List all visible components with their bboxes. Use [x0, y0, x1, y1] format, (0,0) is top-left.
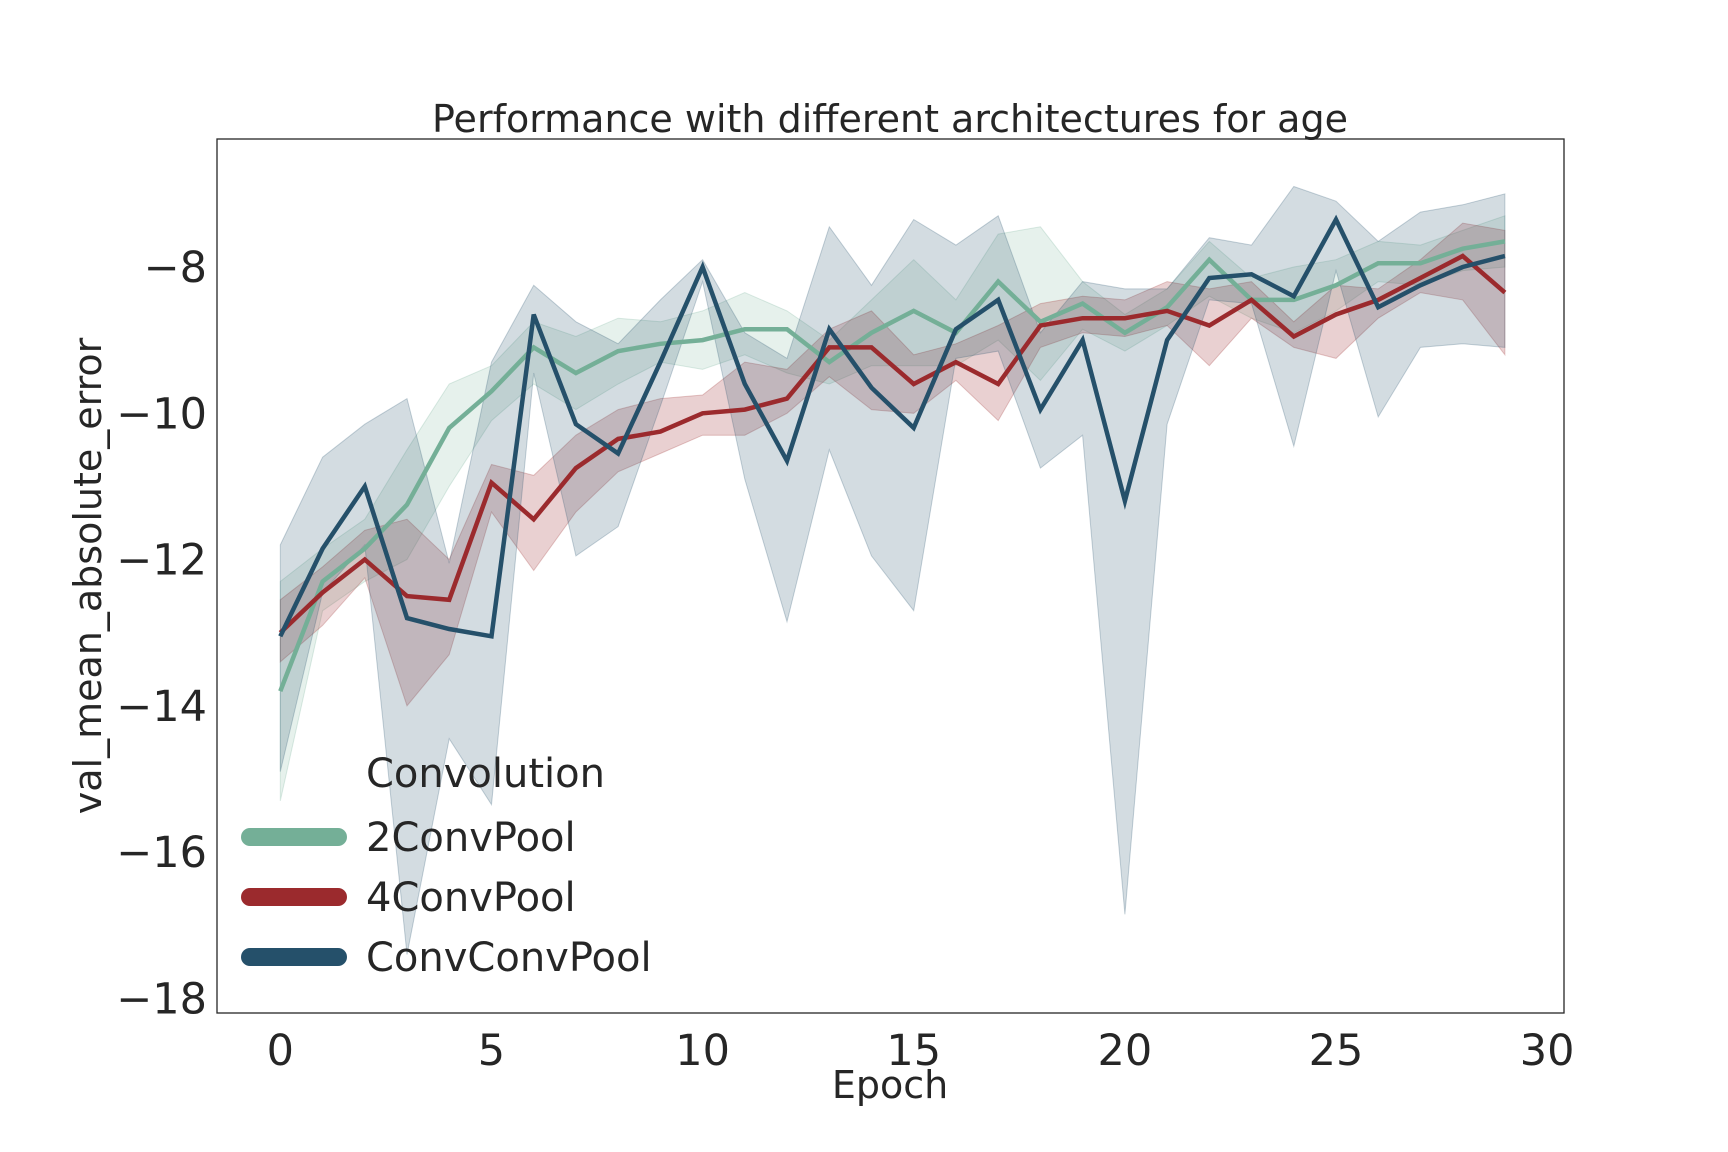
chart-title: Performance with different architectures…	[432, 97, 1348, 141]
y-tick-label: −12	[116, 536, 207, 586]
y-tick-label: −18	[116, 974, 207, 1024]
legend-title: Convolution	[366, 751, 605, 797]
band-convconvpool	[279, 185, 1506, 955]
legend: Convolution 2ConvPool 4ConvPool ConvConvPo…	[241, 751, 652, 981]
line-convconvpool	[278, 214, 1506, 639]
y-tick-label: −16	[116, 828, 207, 878]
y-tick-label: −8	[144, 243, 207, 293]
x-tick-label: 15	[886, 1026, 941, 1076]
band-4convpool	[279, 222, 1506, 707]
plot-frame	[216, 138, 1565, 1014]
x-tick-label: 20	[1097, 1026, 1152, 1076]
legend-label-convconvpool: ConvConvPool	[366, 935, 652, 981]
line-2convpool	[278, 239, 1506, 693]
line-4convpool	[278, 253, 1507, 635]
x-tick-label: 25	[1309, 1026, 1364, 1076]
x-tick-label: 0	[267, 1026, 294, 1076]
x-tick-label: 30	[1520, 1026, 1575, 1076]
series-lines	[278, 214, 1507, 693]
legend-label-2convpool: 2ConvPool	[366, 815, 576, 861]
y-tick-label: −14	[116, 682, 207, 732]
x-axis-label: Epoch	[832, 1063, 948, 1107]
legend-label-4convpool: 4ConvPool	[366, 875, 576, 921]
x-ticks: 0 5 10 15 20 25 30	[267, 1026, 1575, 1076]
y-ticks: −18 −16 −14 −12 −10 −8	[116, 243, 207, 1024]
x-tick-label: 10	[675, 1026, 730, 1076]
y-tick-label: −10	[116, 389, 207, 439]
x-tick-label: 5	[478, 1026, 505, 1076]
y-axis-label: val_mean_absolute_error	[66, 337, 110, 814]
